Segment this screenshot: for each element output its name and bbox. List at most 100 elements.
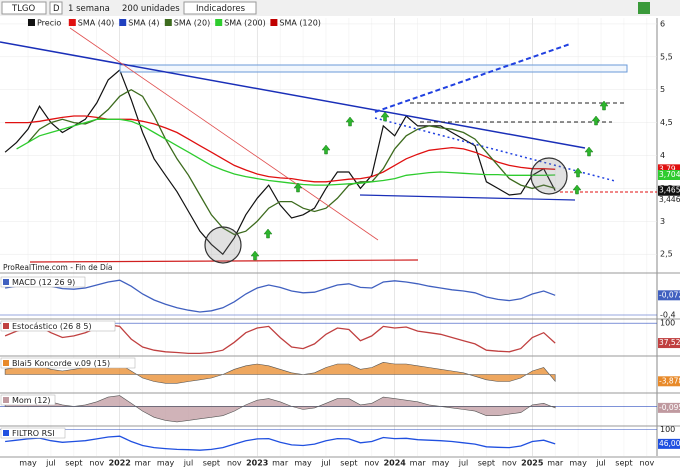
- x-tick-label: sept: [203, 459, 220, 468]
- legend-label: SMA (120): [279, 19, 321, 28]
- value-marker: [658, 185, 680, 196]
- highlight-circle: [530, 157, 568, 195]
- pane-title: MACD (12 26 9): [12, 278, 75, 287]
- y-tick-label: 2,5: [660, 250, 673, 259]
- y-tick-label: 5,5: [660, 52, 673, 61]
- y-tick-label: 100: [660, 319, 675, 328]
- indicators: Indicadores: [196, 4, 246, 14]
- line: [4, 279, 556, 313]
- value-marker: [658, 438, 680, 449]
- trendline: [0, 41, 586, 149]
- x-tick-label: mar: [135, 459, 152, 468]
- indicators-box[interactable]: [183, 1, 257, 15]
- x-tick-label: mar: [272, 459, 289, 468]
- x-tick-label: sept: [65, 459, 82, 468]
- x-tick-label: 2025: [521, 459, 544, 468]
- drawings: [0, 27, 628, 264]
- value-marker-label: 46,00: [659, 439, 680, 448]
- pane-title: FILTRO RSI: [12, 429, 55, 438]
- channel-line: [374, 117, 616, 182]
- x-tick-label: jul: [458, 459, 469, 468]
- area: [4, 395, 556, 423]
- x-tick-label: 2023: [246, 459, 268, 468]
- highlight-circle: [204, 226, 242, 264]
- line: [27, 88, 556, 236]
- value-marker: [658, 170, 680, 181]
- x-tick-label: sept: [478, 459, 495, 468]
- x-tick-label: nov: [227, 459, 242, 468]
- x-tick-label: jul: [320, 459, 331, 468]
- period[interactable]: 1 semana: [68, 4, 110, 14]
- pane-title-icon: [3, 279, 9, 285]
- legend-label: SMA (40): [78, 19, 114, 28]
- legend-swatch: [119, 19, 127, 26]
- x-tick-label: nov: [502, 459, 517, 468]
- units[interactable]: 200 unidades: [122, 4, 180, 14]
- value-marker: [658, 338, 680, 349]
- y-tick-label: 6: [660, 19, 665, 28]
- legend-label: Precio: [37, 19, 61, 28]
- pane-title: Blai5 Koncorde v.09 (15): [12, 359, 110, 368]
- x-tick-label: jul: [183, 459, 194, 468]
- y-tick-label: 5: [660, 85, 665, 94]
- value-marker: [658, 402, 680, 413]
- y-tick-label: 100: [660, 425, 675, 434]
- legend-swatch: [68, 19, 76, 26]
- value-marker: [658, 376, 680, 387]
- value-marker-label: 37,52: [659, 338, 680, 347]
- line: [5, 435, 556, 451]
- pane-title-bg: [0, 276, 86, 288]
- channel-line: [374, 43, 571, 113]
- zone-box: [119, 64, 628, 73]
- pane-title: Mom (12): [12, 396, 51, 405]
- symbol-box[interactable]: [1, 1, 47, 15]
- pane-title-bg: [0, 357, 136, 369]
- labels: may jul sept nov 2022 mar may jul sept nov 2023 mar…: [0, 19, 680, 468]
- floor-line: [29, 259, 419, 263]
- x-tick-label: may: [19, 459, 37, 468]
- legend-swatch: [215, 19, 223, 26]
- legend-swatch: [270, 19, 278, 26]
- plot: [0, 18, 680, 458]
- legend-swatch: [164, 19, 172, 26]
- y-tick-label: 3: [660, 217, 665, 226]
- toolbar: TLGO D 1 semana 200 unidades Indicadores: [0, 0, 680, 16]
- legend-label: SMA (4): [128, 19, 159, 28]
- value-marker-label: -3,878: [659, 376, 680, 385]
- x-tick-label: 2024: [384, 459, 407, 468]
- line: [4, 68, 556, 256]
- pane-title-icon: [3, 397, 9, 403]
- x-tick-label: mar: [547, 459, 564, 468]
- value-marker-label: -0,072: [659, 290, 680, 299]
- pane-title-bg: [0, 320, 116, 332]
- x-tick-label: may: [294, 459, 312, 468]
- toolbar-bg: [0, 0, 680, 16]
- value-marker-label: 3,465: [659, 186, 680, 195]
- x-tick-label: 2022: [109, 459, 131, 468]
- x-tick-label: mar: [410, 459, 427, 468]
- mode: D: [53, 4, 60, 14]
- pane-title: Estocástico (26 8 5): [12, 322, 92, 331]
- y-tick-label: -0,4: [660, 311, 676, 320]
- x-tick-label: jul: [595, 459, 606, 468]
- legend-swatch: [28, 19, 35, 26]
- trendline: [69, 27, 379, 241]
- x-tick-label: nov: [640, 459, 655, 468]
- mode-box[interactable]: [49, 1, 63, 15]
- value-marker-label: -0,095: [659, 403, 680, 412]
- value-marker: [658, 290, 680, 301]
- x-tick-label: nov: [89, 459, 104, 468]
- source-label: ProRealTime.com - Fin de Día: [3, 263, 113, 272]
- level-label: 3,446: [659, 195, 680, 204]
- value-marker: [658, 164, 680, 175]
- support-line: [359, 194, 576, 201]
- refresh-icon[interactable]: [638, 2, 650, 14]
- pane-title-icon: [3, 360, 9, 366]
- value-marker-label: 3,79: [659, 164, 676, 173]
- line: [16, 118, 556, 186]
- y-tick-label: 4: [660, 151, 665, 160]
- value-marker-label: 3,704: [659, 170, 680, 179]
- pane-title-bg: [0, 427, 66, 439]
